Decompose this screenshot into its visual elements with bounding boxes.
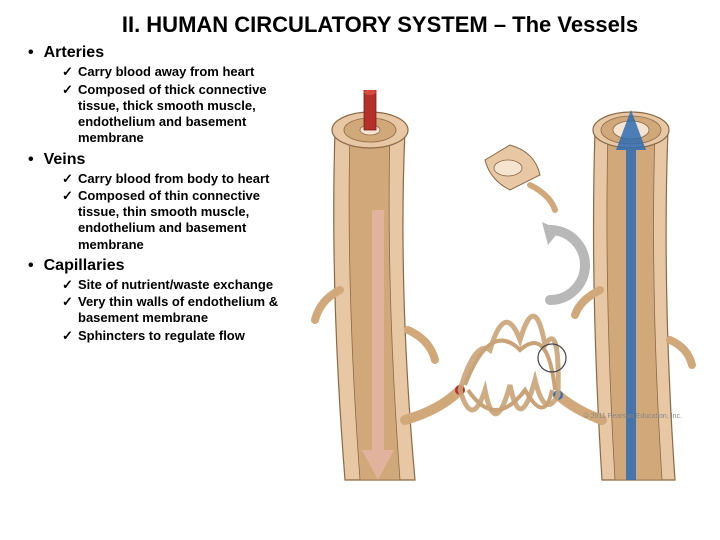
- artery-vessel: [315, 90, 465, 480]
- copyright-text: © 2011 Pearson Education, Inc.: [584, 413, 682, 420]
- veins-list: Carry blood from body to heart Composed …: [28, 171, 290, 253]
- list-item: Composed of thin connective tissue, thin…: [62, 188, 290, 253]
- grey-arrow-icon: [542, 222, 585, 300]
- list-item: Sphincters to regulate flow: [62, 328, 290, 344]
- vessel-diagram: [290, 90, 710, 510]
- capillaries-list: Site of nutrient/waste exchange Very thi…: [28, 277, 290, 344]
- list-item: Carry blood from body to heart: [62, 171, 290, 187]
- list-item: Site of nutrient/waste exchange: [62, 277, 290, 293]
- list-item: Composed of thick connective tissue, thi…: [62, 82, 290, 147]
- section-heading-capillaries: Capillaries: [28, 257, 290, 275]
- capillary-cross-section: [485, 145, 555, 210]
- capillary-bed: [460, 316, 566, 414]
- slide-title: II. HUMAN CIRCULATORY SYSTEM – The Vesse…: [0, 0, 720, 40]
- arteries-list: Carry blood away from heart Composed of …: [28, 64, 290, 146]
- section-heading-veins: Veins: [28, 151, 290, 169]
- list-item: Very thin walls of endothelium & basemen…: [62, 294, 290, 327]
- section-heading-arteries: Arteries: [28, 44, 290, 62]
- text-content: Arteries Carry blood away from heart Com…: [0, 44, 290, 344]
- list-item: Carry blood away from heart: [62, 64, 290, 80]
